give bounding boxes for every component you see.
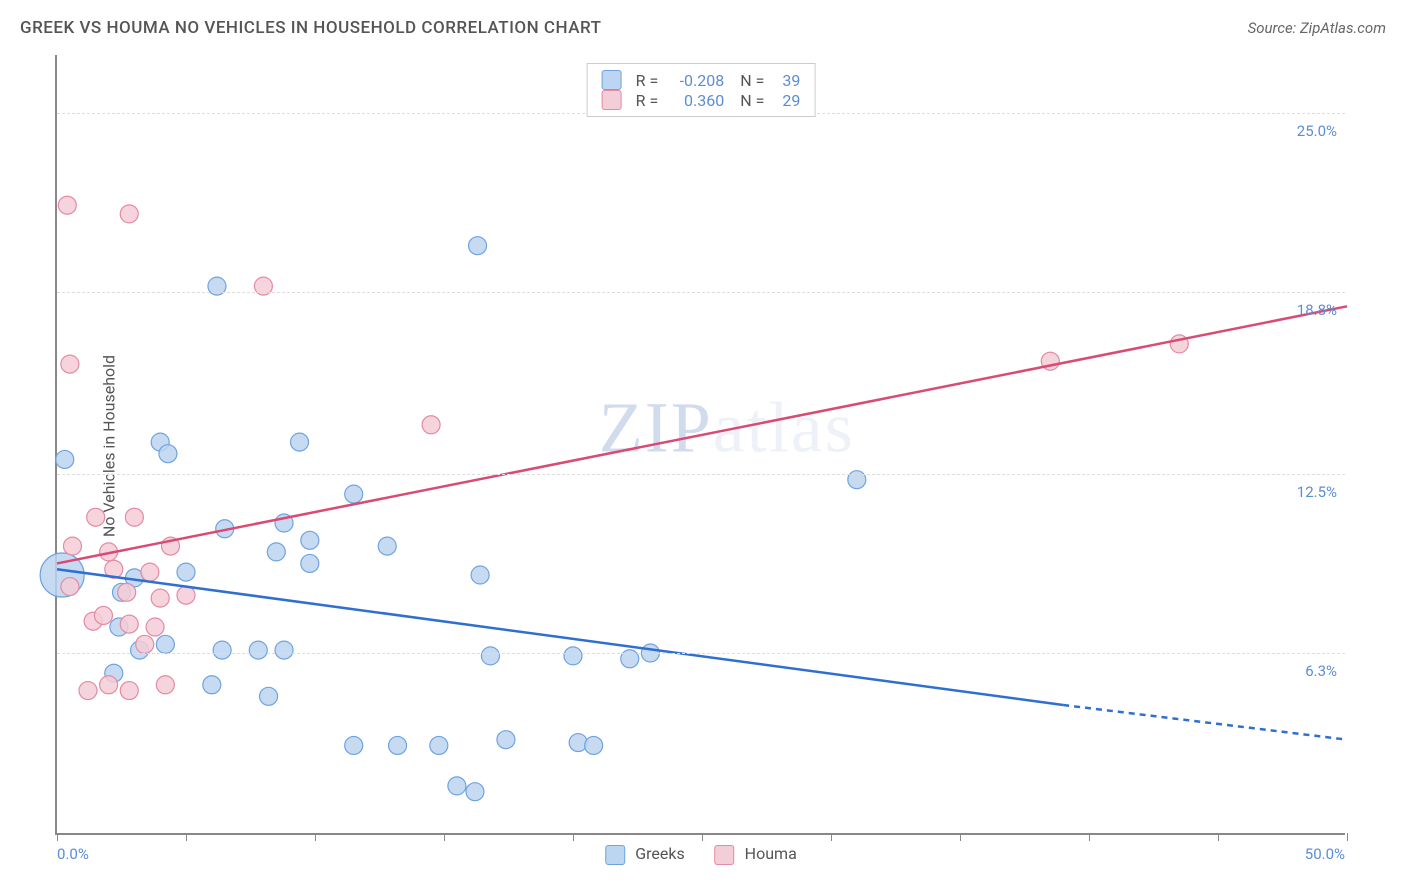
x-tick-label-max: 50.0% xyxy=(1305,845,1345,863)
data-point xyxy=(56,450,74,468)
data-point xyxy=(471,566,489,584)
trend-line xyxy=(1063,705,1347,740)
swatch-houma-bottom xyxy=(715,845,735,865)
data-point xyxy=(249,641,267,659)
y-tick-label: 12.5% xyxy=(1297,483,1337,501)
data-point xyxy=(61,578,79,596)
data-point xyxy=(422,416,440,434)
legend-item-greeks: Greeks xyxy=(605,844,684,865)
y-tick-label: 25.0% xyxy=(1297,122,1337,140)
legend-label-greeks: Greeks xyxy=(635,844,685,863)
data-point xyxy=(430,736,448,754)
data-point xyxy=(481,647,499,665)
data-point xyxy=(159,445,177,463)
data-point xyxy=(125,508,143,526)
n-value-houma: 29 xyxy=(772,91,800,110)
legend-row-greeks: R =-0.208 N =39 xyxy=(602,70,801,90)
data-point xyxy=(260,687,278,705)
data-point xyxy=(301,531,319,549)
trend-line xyxy=(57,306,1347,563)
data-point xyxy=(87,508,105,526)
data-point xyxy=(58,196,76,214)
x-tick-label-min: 0.0% xyxy=(57,845,89,863)
data-point xyxy=(345,485,363,503)
data-point xyxy=(100,676,118,694)
data-point xyxy=(156,676,174,694)
data-point xyxy=(61,355,79,373)
data-point xyxy=(213,641,231,659)
data-point xyxy=(151,589,169,607)
swatch-houma xyxy=(602,90,622,110)
legend-row-houma: R =0.360 N =29 xyxy=(602,90,801,110)
scatter-svg xyxy=(57,55,1345,833)
data-point xyxy=(136,635,154,653)
swatch-greeks xyxy=(602,70,622,90)
data-point xyxy=(569,734,587,752)
data-point xyxy=(177,563,195,581)
legend-item-houma: Houma xyxy=(715,844,797,865)
data-point xyxy=(291,433,309,451)
r-value-houma: 0.360 xyxy=(666,91,724,110)
data-point xyxy=(469,237,487,255)
data-point xyxy=(146,618,164,636)
correlation-legend: R =-0.208 N =39 R =0.360 N =29 xyxy=(587,63,816,117)
data-point xyxy=(79,682,97,700)
n-value-greeks: 39 xyxy=(772,71,800,90)
r-value-greeks: -0.208 xyxy=(666,71,724,90)
data-point xyxy=(120,615,138,633)
chart-title: GREEK VS HOUMA NO VEHICLES IN HOUSEHOLD … xyxy=(20,18,602,38)
data-point xyxy=(378,537,396,555)
data-point xyxy=(63,537,81,555)
swatch-greeks-bottom xyxy=(605,845,625,865)
chart-source: Source: ZipAtlas.com xyxy=(1248,19,1386,37)
data-point xyxy=(177,586,195,604)
data-point xyxy=(275,641,293,659)
data-point xyxy=(497,731,515,749)
plot-area: ZIPatlas R =-0.208 N =39 R =0.360 N =29 … xyxy=(55,55,1345,835)
data-point xyxy=(94,606,112,624)
data-point xyxy=(585,736,603,754)
data-point xyxy=(301,554,319,572)
data-point xyxy=(203,676,221,694)
data-point xyxy=(120,682,138,700)
data-point xyxy=(141,563,159,581)
data-point xyxy=(448,777,466,795)
y-tick-label: 18.8% xyxy=(1297,301,1337,319)
legend-label-houma: Houma xyxy=(745,844,797,863)
data-point xyxy=(564,647,582,665)
y-tick-label: 6.3% xyxy=(1305,662,1337,680)
data-point xyxy=(267,543,285,561)
series-legend: Greeks Houma xyxy=(605,844,797,865)
data-point xyxy=(345,736,363,754)
data-point xyxy=(156,635,174,653)
data-point xyxy=(466,783,484,801)
data-point xyxy=(118,583,136,601)
data-point xyxy=(120,205,138,223)
data-point xyxy=(389,736,407,754)
